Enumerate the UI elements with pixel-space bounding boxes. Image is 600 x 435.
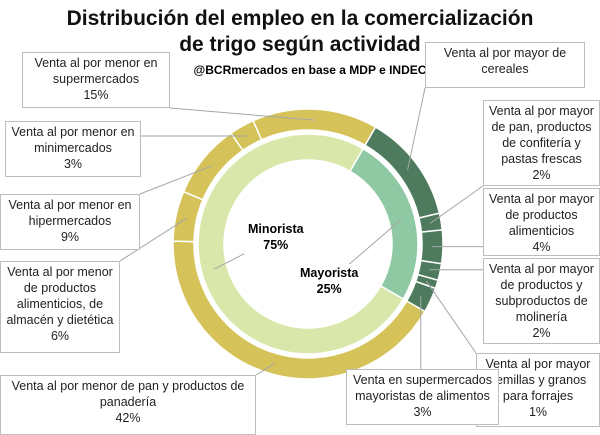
leader-line — [139, 165, 212, 195]
value-label: 3% — [63, 157, 83, 171]
chart-subtitle: @BCRmercados en base a MDP e INDEC — [193, 63, 427, 77]
callout: Venta en supermercados mayoristas de ali… — [346, 369, 499, 425]
value-label: 42% — [115, 411, 141, 425]
callout: Venta al por mayor de pan, productos de … — [483, 100, 600, 186]
leader-line — [255, 363, 275, 376]
inner-label: Mayorista 25% — [296, 264, 363, 298]
value-label: 2% — [532, 326, 551, 340]
value-label: 15% — [83, 88, 109, 102]
value-label: 4% — [532, 240, 551, 254]
category-label: Venta al por menor en hipermercados — [8, 198, 132, 228]
callout: Venta al por menor de pan y productos de… — [0, 375, 256, 435]
category-label: Venta al por menor de pan y productos de… — [11, 379, 245, 409]
value-label: 6% — [50, 329, 70, 343]
category-label: Venta al por mayor de productos y subpro… — [489, 262, 594, 324]
callout: Venta al por menor en minimercados 3% — [5, 121, 141, 177]
leader-line — [169, 107, 315, 121]
outer-segment — [252, 108, 377, 147]
category-label: Venta al por mayor de pan, productos de … — [489, 104, 594, 166]
callout: Venta al por menor en supermercados 15% — [22, 52, 170, 108]
value-label: 75% — [263, 238, 289, 252]
value-label: 9% — [60, 230, 80, 244]
callout: Venta al por menor de productos alimenti… — [0, 261, 120, 353]
value-label: 1% — [528, 405, 548, 419]
category-label: Venta al por mayor de cereales — [443, 46, 567, 76]
value-label: 25% — [316, 282, 342, 296]
category-label: Venta al por mayor semillas y granos par… — [485, 357, 591, 403]
category-label: Minorista — [248, 222, 304, 236]
leader-line — [407, 87, 426, 171]
category-label: Venta al por menor en supermercados — [34, 56, 158, 86]
leader-line — [425, 280, 477, 354]
category-label: Venta en supermercados mayoristas de ali… — [353, 373, 492, 403]
callout: Venta al por mayor de productos y subpro… — [483, 258, 600, 344]
category-label: Venta al por mayor de productos alimenti… — [489, 192, 594, 238]
callout: Venta al por mayor de cereales — [425, 42, 585, 88]
inner-segment — [197, 133, 405, 355]
chart-title: Distribución del empleo en la comerciali… — [66, 7, 534, 56]
leader-line — [429, 185, 484, 224]
leader-line — [119, 217, 187, 262]
callout: Venta al por mayor de productos alimenti… — [483, 188, 600, 256]
category-label: Venta al por menor en minimercados — [11, 125, 135, 155]
category-label: Venta al por menor de productos alimenti… — [6, 265, 114, 327]
value-label: 3% — [413, 405, 432, 419]
category-label: Mayorista — [300, 266, 359, 280]
value-label: 2% — [532, 168, 551, 182]
callout: Venta al por menor en hipermercados 9% — [0, 194, 140, 250]
inner-label: Minorista 75% — [244, 220, 308, 254]
